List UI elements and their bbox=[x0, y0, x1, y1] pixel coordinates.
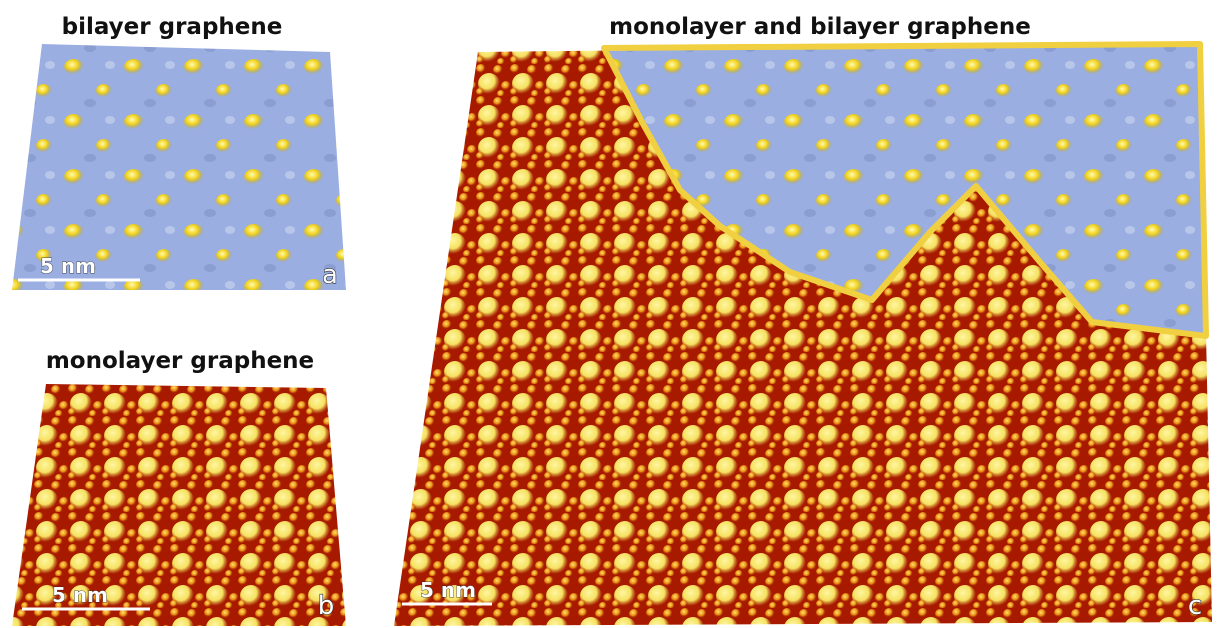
panel-label: a bbox=[322, 260, 338, 290]
scale-label: 5 nm bbox=[52, 583, 108, 607]
image-panel-b bbox=[12, 384, 346, 626]
scale-label: 5 nm bbox=[40, 254, 96, 278]
panel-label: c bbox=[1188, 591, 1202, 621]
panel-title: monolayer graphene bbox=[46, 348, 314, 374]
panel-label: b bbox=[318, 591, 335, 621]
panel-title: bilayer graphene bbox=[62, 14, 283, 40]
image-panel-a bbox=[12, 44, 346, 290]
bilayer-region bbox=[601, 41, 1209, 339]
scale-label: 5 nm bbox=[420, 578, 476, 602]
panel-title: monolayer and bilayer graphene bbox=[609, 14, 1031, 40]
